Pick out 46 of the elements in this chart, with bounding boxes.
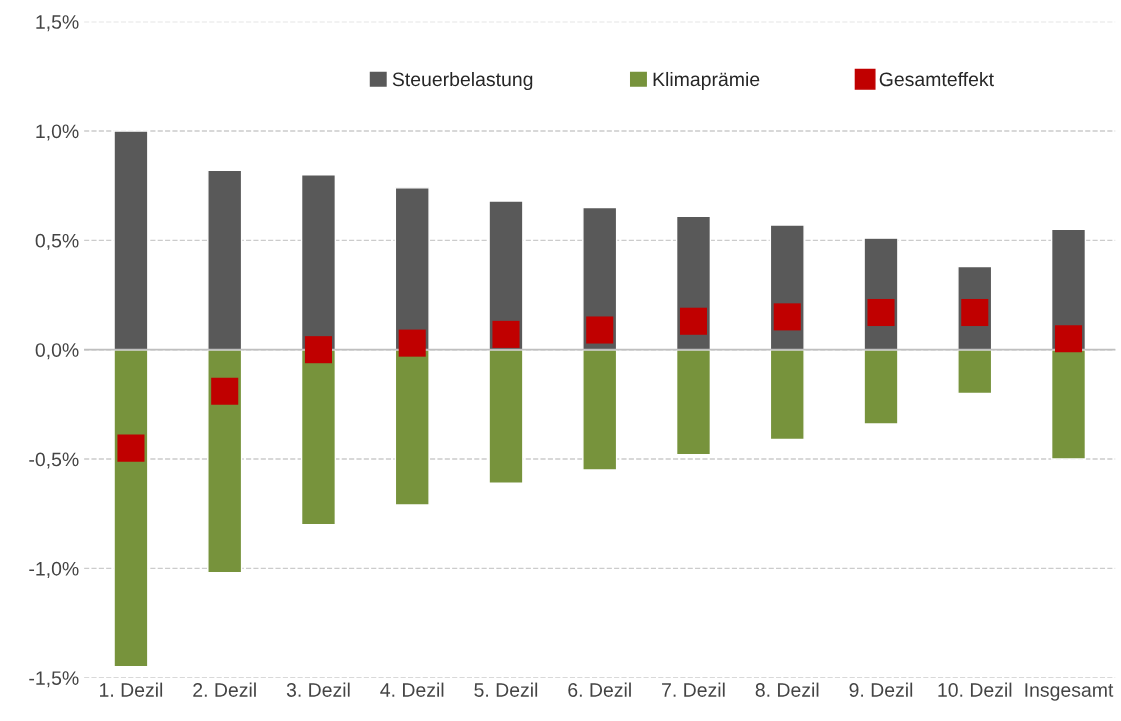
- x-tick-label: 8. Dezil: [755, 682, 819, 697]
- y-tick-label: 1,5%: [36, 15, 79, 32]
- point: [867, 298, 895, 327]
- bar: [957, 348, 993, 395]
- x-tick-label: 10. Dezil: [938, 682, 1012, 697]
- legend-label: Klimaprämie: [653, 71, 760, 91]
- point: [773, 303, 801, 331]
- bar: [394, 348, 430, 506]
- y-tick-label: -0,5%: [29, 452, 79, 469]
- point: [398, 329, 426, 357]
- x-tick-label: 4. Dezil: [380, 682, 444, 697]
- legend-label: Gesamteffekt: [879, 71, 994, 87]
- point: [211, 377, 239, 405]
- point: [492, 320, 520, 348]
- bar: [582, 348, 618, 471]
- bar: [1050, 348, 1087, 460]
- bar: [207, 348, 243, 574]
- y-tick-label: 1,0%: [36, 124, 79, 141]
- point: [679, 307, 708, 335]
- bar: [300, 174, 337, 351]
- bar: [769, 348, 805, 441]
- point: [304, 336, 332, 364]
- bar: [488, 348, 524, 484]
- bar: [394, 187, 430, 351]
- x-tick-label: 9. Dezil: [849, 682, 913, 697]
- bar: [675, 348, 712, 456]
- x-tick-label: 7. Dezil: [662, 682, 725, 697]
- y-tick-label: -1,0%: [29, 561, 79, 578]
- y-tick-label: 0,0%: [35, 343, 79, 360]
- point: [117, 434, 145, 462]
- x-tick-label: 2. Dezil: [193, 682, 256, 697]
- point: [586, 316, 614, 344]
- x-tick-label: 3. Dezil: [286, 682, 350, 697]
- y-tick-label: 0,5%: [35, 233, 79, 250]
- bar: [863, 348, 899, 425]
- bar: [113, 130, 149, 351]
- bar: [300, 348, 337, 526]
- bar: [207, 169, 243, 351]
- legend-label: Steuerbelastung: [392, 71, 533, 91]
- point: [1054, 325, 1083, 353]
- y-tick-label: -1,5%: [29, 671, 79, 688]
- x-tick-label: 5. Dezil: [474, 682, 538, 697]
- bar: [113, 348, 149, 668]
- x-tick-label: Insgesamt: [1025, 683, 1114, 701]
- x-tick-label: 1. Dezil: [100, 682, 163, 697]
- x-tick-label: 6. Dezil: [568, 682, 631, 697]
